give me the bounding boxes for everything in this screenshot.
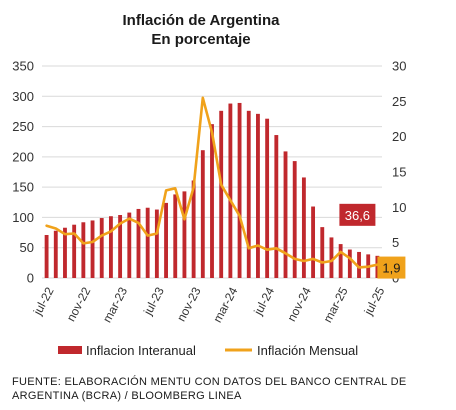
bar-ago-22: [53, 230, 58, 278]
left-axis: 0 50 100 150 200 250 300 350: [12, 59, 34, 286]
x-tick-label: nov-24: [284, 285, 314, 324]
bar-ago-24: [274, 135, 279, 278]
bar-abr-25: [347, 249, 352, 278]
bar-dic-24: [311, 206, 316, 278]
right-tick-label: 5: [392, 235, 399, 250]
left-tick-label: 300: [12, 89, 34, 104]
bar-feb-24: [219, 110, 224, 278]
x-tick-label: nov-22: [64, 285, 94, 324]
bar-mar-24: [228, 103, 233, 278]
left-tick-label: 0: [27, 271, 34, 286]
x-axis: jul-22 nov-22 mar-23 jul-23 nov-23 mar-24 jul-…: [30, 284, 388, 324]
bars-interanual: [44, 102, 380, 278]
bar-sep-23: [173, 194, 178, 278]
legend-label-interanual: Inflacion Interanual: [86, 343, 196, 358]
bar-nov-23: [191, 180, 196, 278]
left-tick-label: 350: [12, 59, 34, 74]
bar-oct-24: [292, 161, 297, 278]
mensual-value-badge: [377, 256, 406, 279]
bar-abr-23: [127, 212, 132, 278]
x-tick-label: mar-24: [210, 284, 240, 324]
interanual-value-badge: [339, 203, 376, 226]
bar-may-23: [136, 208, 141, 278]
bar-ago-23: [164, 202, 168, 278]
bar-feb-25: [329, 237, 334, 278]
bar-dic-22: [90, 220, 95, 278]
chart-title: Inflación de Argentina: [123, 12, 281, 29]
bar-mar-23: [118, 215, 123, 278]
annotations: 36,6 1,9: [339, 203, 406, 279]
bar-jun-24: [256, 113, 260, 278]
right-tick-label: 25: [392, 94, 406, 109]
chart-subtitle: En porcentaje: [151, 31, 250, 48]
bar-abr-24: [237, 102, 242, 278]
bar-ene-24: [210, 124, 214, 278]
line-path: [45, 96, 379, 269]
left-tick-label: 200: [12, 149, 34, 164]
left-tick-label: 50: [20, 240, 34, 255]
bar-jul-22: [44, 234, 49, 278]
bar-may-24: [246, 110, 251, 278]
bar-oct-23: [182, 191, 187, 278]
legend: Inflacion Interanual Inflación Mensual: [58, 343, 358, 358]
left-tick-label: 100: [12, 210, 34, 225]
bar-ene-23: [99, 218, 104, 278]
right-tick-label: 20: [392, 129, 406, 144]
bar-nov-24: [301, 177, 306, 278]
x-tick-label: jul-24: [251, 285, 278, 319]
x-tick-label: jul-23: [140, 285, 167, 319]
x-tick-label: jul-22: [30, 285, 57, 319]
bar-may-25: [357, 251, 361, 278]
x-tick-label: nov-23: [174, 285, 204, 324]
right-tick-label: 15: [392, 165, 406, 180]
right-tick-label: 10: [392, 200, 406, 215]
bar-sep-22: [63, 227, 67, 278]
right-tick-label: 30: [392, 59, 406, 74]
bar-ene-25: [320, 227, 325, 278]
bar-mar-25: [338, 244, 343, 278]
legend-swatch-interanual: [58, 346, 82, 354]
mensual-value-label: 1,9: [382, 261, 400, 276]
x-tick-label: jul-25: [361, 285, 388, 319]
legend-label-mensual: Inflación Mensual: [257, 343, 358, 358]
bar-dic-23: [200, 150, 205, 278]
bar-jul-23: [154, 209, 159, 278]
bar-oct-22: [72, 224, 77, 278]
bar-jul-24: [265, 118, 270, 278]
x-tick-label: mar-23: [100, 284, 130, 324]
x-tick-label: mar-25: [321, 284, 351, 324]
bar-sep-24: [283, 151, 288, 278]
bar-nov-22: [81, 222, 86, 278]
line-mensual: [45, 96, 379, 269]
source-note: FUENTE: ELABORACIÓN MENTU CON DATOS DEL …: [12, 376, 407, 402]
left-tick-label: 250: [12, 119, 34, 134]
interanual-value-label: 36,6: [345, 208, 370, 223]
bar-feb-23: [108, 216, 113, 278]
bar-jun-23: [145, 207, 150, 278]
left-tick-label: 150: [12, 180, 34, 195]
